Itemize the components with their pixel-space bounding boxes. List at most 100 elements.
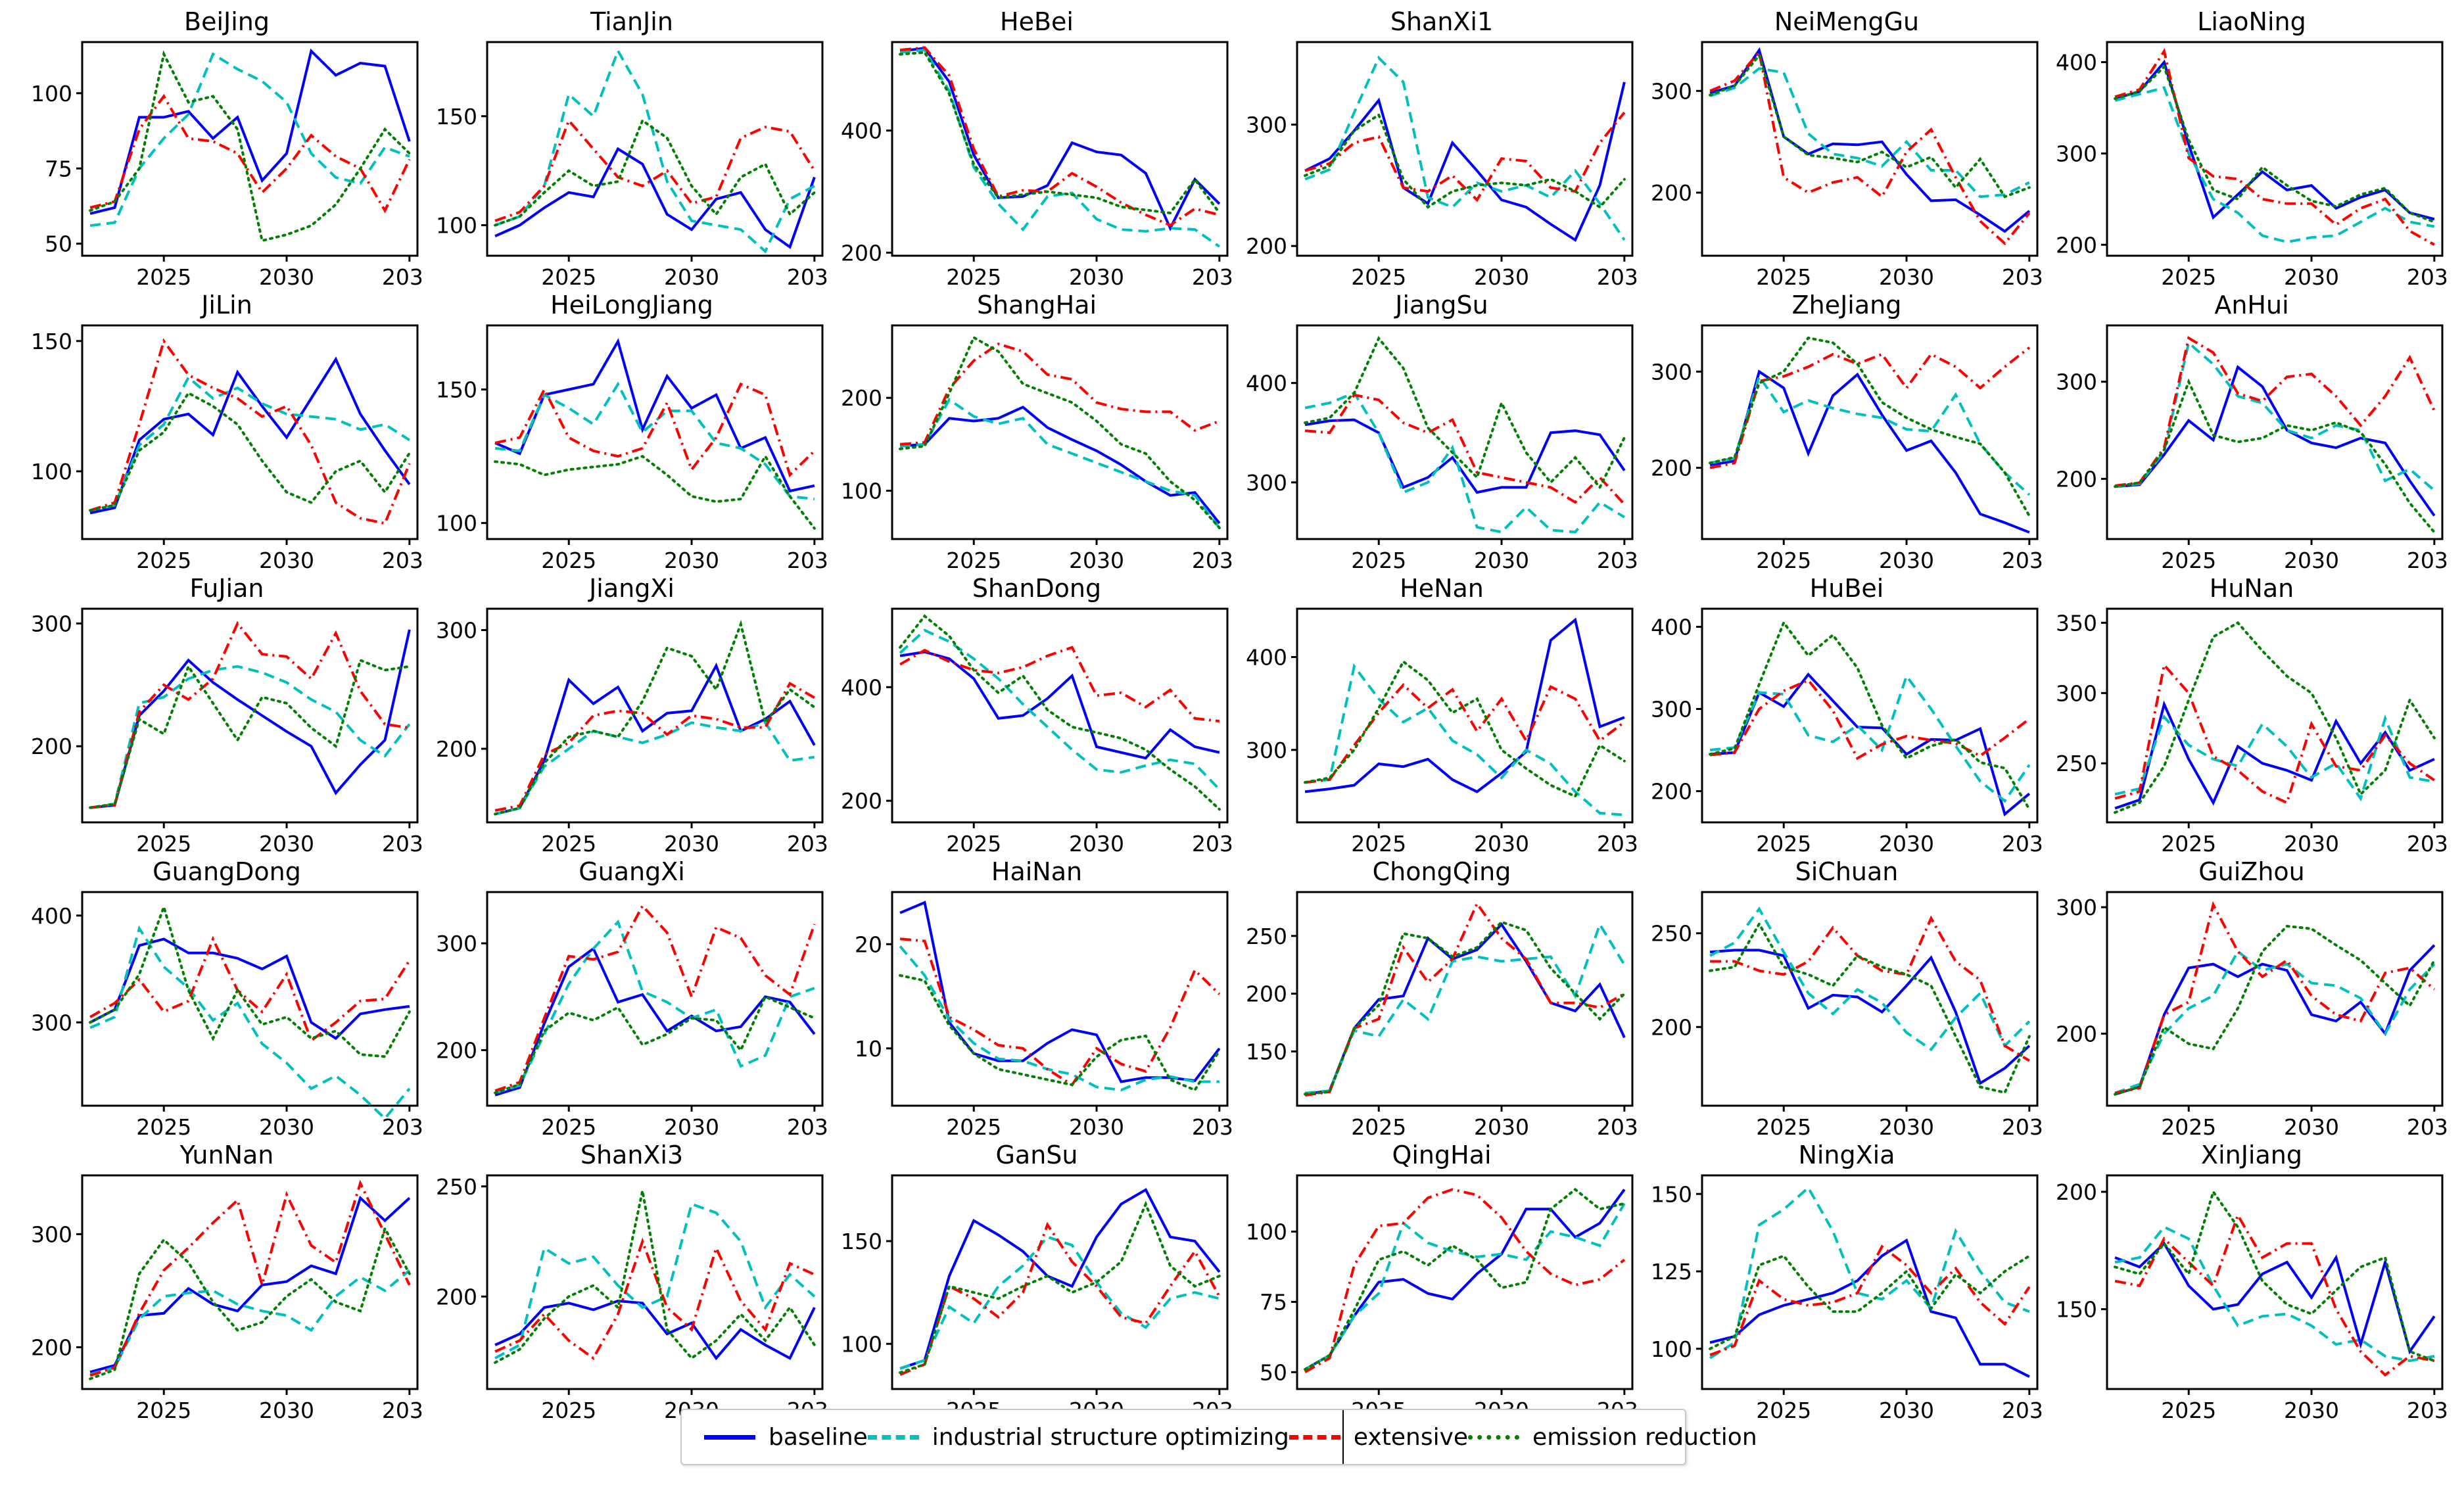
series-emission	[89, 1225, 411, 1380]
series-emission	[89, 50, 411, 243]
series-emission	[899, 51, 1221, 215]
plot-NingXia: 100 125 150 2025 2030 2035	[1651, 1174, 2044, 1423]
subplot-title: QingHai	[1392, 1141, 1492, 1169]
series-baseline	[1709, 1238, 2030, 1378]
series-iso	[89, 1269, 411, 1376]
subplot-GanSu: GanSu100150202520302035	[836, 1140, 1237, 1423]
x-tick-label: 2030	[259, 548, 314, 573]
axes-frame	[1296, 41, 1634, 257]
series-extensive	[1304, 683, 1626, 784]
x-tick-label: 2025	[2161, 548, 2216, 573]
axes-frame	[1701, 1174, 2039, 1390]
plot-NeiMengGu: 200 300 2025 2030 2035	[1651, 41, 2044, 290]
subplot-TianJin: TianJin 100 150 2025 2030 2035	[431, 7, 832, 290]
series-baseline	[899, 1188, 1221, 1370]
x-tick-label: 2025	[946, 831, 1001, 857]
series-emission	[89, 391, 411, 512]
series-extensive	[899, 937, 1221, 1087]
series-extensive	[2114, 662, 2436, 805]
series-emission	[2114, 924, 2436, 1096]
series-baseline	[89, 937, 410, 1041]
axes-frame	[891, 41, 1229, 257]
axes-frame	[81, 891, 419, 1107]
series-extensive	[1709, 1244, 2031, 1357]
subplot-JiangSu: JiangSu 300 400 2025 2030 2035	[1241, 290, 1642, 573]
charts-grid: BeiJing 50 75 100 2025 2030 2035 TianJin 100 150 2…	[31, 7, 2449, 1423]
series-baseline	[899, 901, 1221, 1083]
y-tick-label: 100	[31, 459, 72, 484]
subplot-QingHai: QingHai5075100202520302035	[1241, 1140, 1642, 1423]
y-tick-label: 150	[1651, 1181, 1692, 1207]
series-baseline	[2114, 700, 2435, 810]
y-tick-label: 200	[436, 1284, 477, 1309]
y-tick-label: 200	[2056, 1179, 2097, 1205]
subplot-title: LiaoNing	[2197, 7, 2306, 36]
legend-label: extensive	[1353, 1423, 1469, 1451]
subplot-title: ZheJiang	[1791, 291, 1902, 319]
y-tick-label: 400	[841, 674, 882, 700]
legend-divider	[1342, 1410, 1344, 1464]
y-tick-label: 400	[2056, 50, 2097, 76]
x-tick-label: 2035	[2002, 1114, 2044, 1140]
y-tick-label: 20	[855, 931, 882, 957]
series-iso	[1304, 55, 1626, 241]
series-extensive	[2114, 336, 2436, 487]
series-emission	[89, 658, 411, 809]
x-tick-label: 2030	[1069, 548, 1124, 573]
x-tick-label: 2025	[541, 831, 596, 857]
subplot-HeNan: HeNan 300 400 2025 2030 2035	[1241, 573, 1642, 857]
plot-LiaoNing: 200 300 400 2025 2030 2035	[2056, 41, 2449, 290]
x-tick-label: 2035	[382, 831, 424, 857]
dotted-line-icon	[1468, 1434, 1520, 1440]
subplot-title: ShanXi1	[1390, 7, 1494, 36]
series-extensive	[494, 1237, 815, 1361]
x-tick-label: 2025	[2161, 831, 2216, 857]
y-tick-label: 300	[1651, 359, 1692, 385]
y-tick-label: 100	[436, 511, 477, 536]
plot-GuiZhou: 200 300 2025 2030 2035	[2056, 891, 2449, 1140]
series-iso	[1709, 673, 2031, 803]
subplot-title: ChongQing	[1372, 857, 1511, 886]
x-tick-label: 2025	[946, 548, 1001, 573]
subplot-title: JiangXi	[589, 574, 675, 603]
x-tick-label: 2025	[136, 548, 191, 573]
x-tick-label: 2035	[2002, 548, 2044, 573]
series-emission	[1709, 1254, 2031, 1350]
plot-GuangXi: 200 300 2025 2030 2035	[436, 891, 829, 1140]
x-tick-label: 2030	[259, 831, 314, 857]
y-tick-label: 75	[45, 156, 72, 181]
dashdot-line-icon	[1289, 1434, 1340, 1440]
subplot-HaiNan: HaiNan 10 20 2025 2030 2035	[836, 857, 1237, 1140]
y-tick-label: 300	[2056, 895, 2097, 920]
plot-AnHui: 200 300 2025 2030 2035	[2056, 324, 2449, 573]
subplot-title: GuiZhou	[2198, 857, 2305, 886]
x-tick-label: 2025	[1756, 548, 1811, 573]
x-tick-label: 2030	[2284, 548, 2339, 573]
y-tick-label: 200	[841, 385, 882, 411]
subplot-title: XinJiang	[2201, 1141, 2302, 1169]
subplot-GuangXi: GuangXi 200 300 2025 2030 2035	[431, 857, 832, 1140]
x-tick-label: 2035	[2407, 1114, 2449, 1140]
y-tick-label: 400	[1246, 644, 1287, 670]
series-emission	[2114, 64, 2436, 224]
baseline-line-icon	[704, 1434, 755, 1440]
axes-frame	[2106, 891, 2444, 1107]
series-emission	[494, 118, 816, 227]
series-baseline	[1304, 82, 1626, 242]
plot-GanSu: 100150202520302035	[841, 1174, 1234, 1423]
series-baseline	[1709, 369, 2030, 534]
subplot-HuBei: HuBei 200 300 400 2025 2030 2035	[1646, 573, 2047, 857]
axes-frame	[1296, 891, 1634, 1107]
legend: baseline industrial structure optimizing…	[680, 1409, 1757, 1465]
y-tick-label: 100	[841, 1331, 882, 1357]
series-baseline	[899, 405, 1221, 525]
x-tick-label: 2025	[1351, 1114, 1406, 1140]
axes-frame	[1701, 891, 2039, 1107]
series-emission	[2114, 621, 2436, 814]
series-iso	[1709, 1185, 2030, 1359]
series-iso	[1304, 921, 1626, 1095]
y-tick-label: 200	[1246, 981, 1287, 1007]
y-tick-label: 150	[436, 104, 477, 130]
y-tick-label: 200	[1651, 456, 1692, 481]
subplot-title: BeiJing	[184, 7, 270, 36]
